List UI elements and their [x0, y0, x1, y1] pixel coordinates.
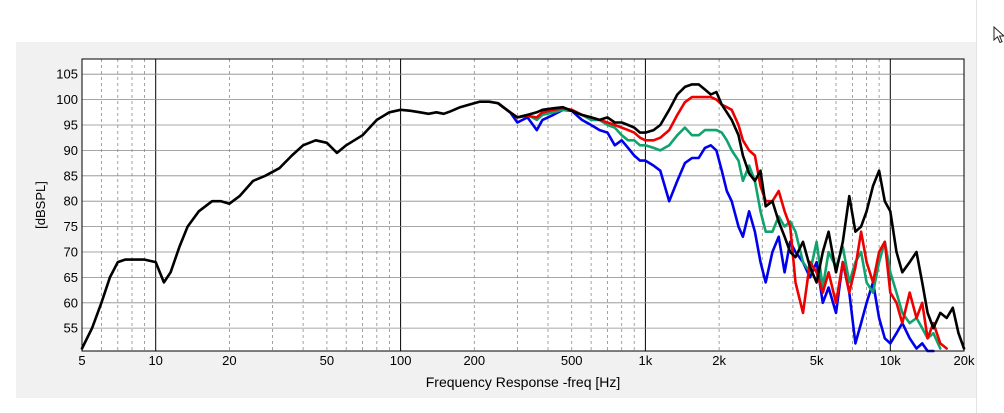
y-tick-label: 55: [64, 321, 78, 336]
y-tick-label: 80: [64, 194, 78, 209]
y-tick-label: 65: [64, 270, 78, 285]
x-tick-label: 20: [222, 353, 236, 368]
y-tick-label: 75: [64, 219, 78, 234]
x-tick-label: 5k: [810, 353, 824, 368]
axis-ticks: 5 10 20 50 100 200 500 1k 2k 5k 10k 20k 55 60 65 70 75 80…: [56, 67, 975, 368]
y-tick-label: 100: [56, 92, 78, 107]
x-tick-label: 100: [390, 353, 412, 368]
window-edge: [976, 0, 977, 413]
x-tick-label: 1k: [639, 353, 653, 368]
series-line: [80, 83, 966, 350]
grid: [82, 59, 964, 351]
x-tick-label: 5: [78, 353, 85, 368]
x-tick-label: 2k: [712, 353, 726, 368]
mouse-cursor-icon: [993, 26, 1004, 44]
series-line: [496, 101, 935, 353]
x-tick-label: 10k: [880, 353, 901, 368]
plot-area: [82, 59, 964, 351]
y-tick-label: 90: [64, 143, 78, 158]
plot-frame: [81, 58, 965, 352]
x-tick-label: 50: [320, 353, 334, 368]
y-tick-label: 105: [56, 67, 78, 82]
data-series: [80, 83, 966, 353]
x-tick-label: 10: [148, 353, 162, 368]
x-tick-label: 500: [561, 353, 583, 368]
y-tick-label: 60: [64, 295, 78, 310]
y-axis-label: [dBSPL]: [33, 181, 48, 229]
chart-panel: 5 10 20 50 100 200 500 1k 2k 5k 10k 20k 55 60 65 70 75 80…: [16, 42, 976, 398]
x-tick-label: 200: [463, 353, 485, 368]
x-tick-label: 20k: [954, 353, 975, 368]
y-tick-label: 70: [64, 245, 78, 260]
frequency-response-chart: 5 10 20 50 100 200 500 1k 2k 5k 10k 20k 55 60 65 70 75 80…: [33, 58, 975, 390]
x-axis-label: Frequency Response -freq [Hz]: [426, 374, 621, 390]
y-tick-label: 95: [64, 118, 78, 133]
y-tick-label: 85: [64, 168, 78, 183]
